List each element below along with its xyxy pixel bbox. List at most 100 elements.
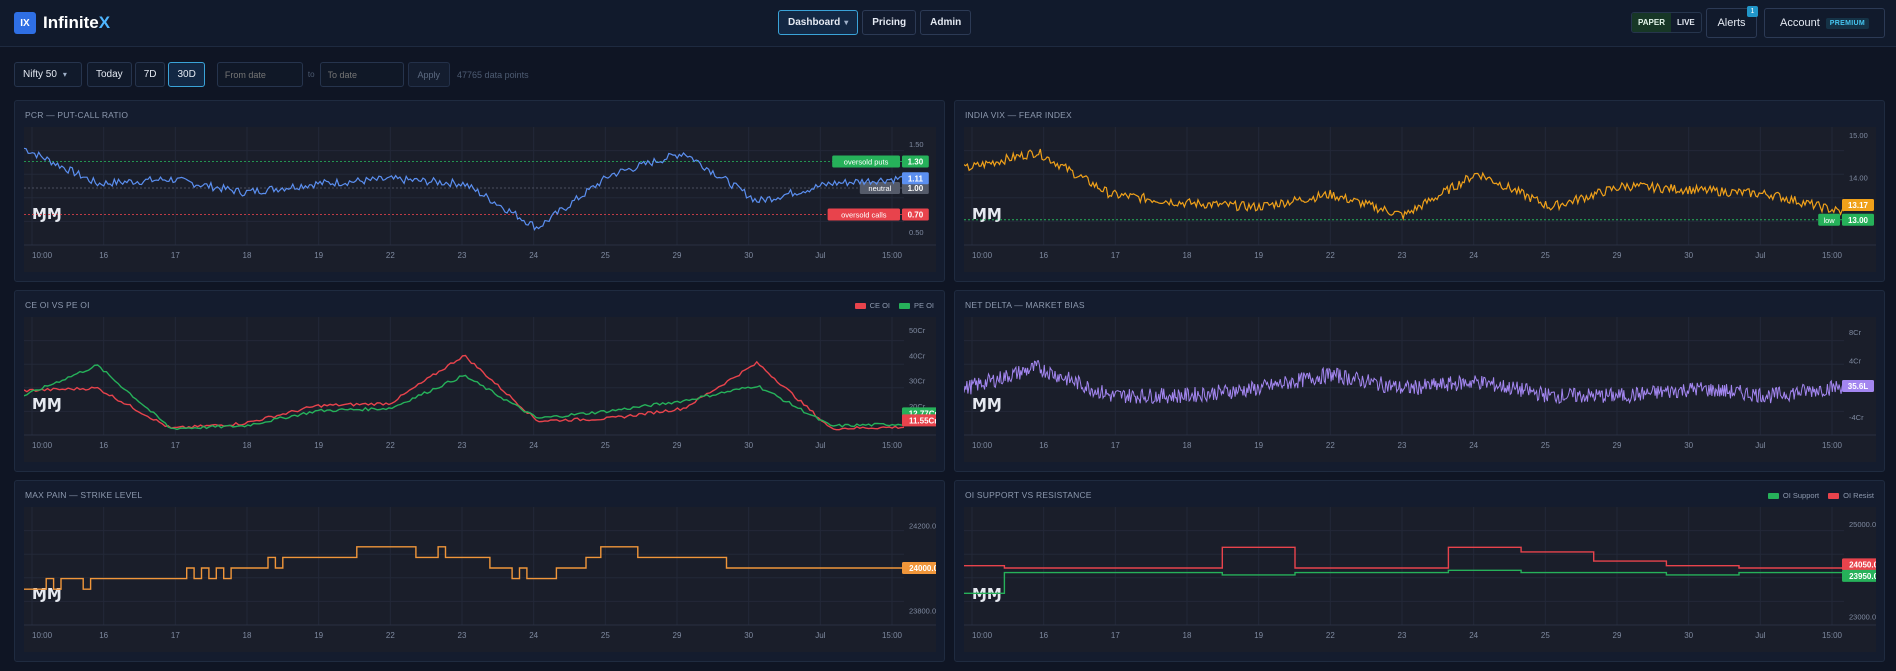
alerts-count-badge: 1 — [1747, 6, 1758, 17]
to-date-input[interactable] — [319, 62, 404, 87]
time-tick-label: 18 — [243, 631, 252, 640]
range-7d-button[interactable]: 7D — [134, 62, 166, 87]
max-pain-last-value-tag-bg — [902, 562, 936, 574]
swatch — [1828, 492, 1840, 499]
oi-resist-series-line — [964, 546, 1844, 569]
chart-legend: OI Support OI Resist — [1767, 491, 1874, 500]
time-tick-label: 15:00 — [882, 251, 903, 260]
date-range-separator: to — [307, 70, 315, 79]
y-tick-label: 20Cr — [909, 402, 926, 411]
pe-oi-series-line — [24, 364, 905, 431]
y-tick-label: 23000.00 — [1849, 612, 1876, 621]
threshold-value-tag: 1.30 — [908, 158, 924, 167]
time-tick-label: 24 — [529, 631, 538, 640]
net-delta-chart-svg: 10:00 16 17 18 19 22 23 24 25 29 30 Jul 15:00 ⱮⱮ 8Cr 4C… — [964, 317, 1876, 450]
time-tick-label: 10:00 — [972, 251, 993, 260]
time-tick-label: 19 — [314, 631, 323, 640]
filter-bar: Nifty 50 ▾ Today 7D 30D to Apply 47765 da… — [14, 62, 529, 87]
symbol-select[interactable]: Nifty 50 ▾ — [14, 62, 82, 87]
panel-title: NET DELTA — MARKET BIAS — [965, 300, 1085, 310]
time-tick-label: 19 — [314, 441, 323, 450]
time-tick-label: 10:00 — [32, 441, 53, 450]
pricing-button[interactable]: Pricing — [862, 10, 917, 35]
oi-support-last-value-tag: 23950.00 — [1849, 572, 1876, 581]
time-tick-label: 16 — [1039, 441, 1048, 450]
live-mode-button[interactable]: LIVE — [1676, 18, 1695, 27]
swatch — [898, 302, 910, 309]
time-tick-label: 18 — [1183, 631, 1192, 640]
tradingview-logo-icon: ⱮⱮ — [32, 585, 62, 603]
alerts-button[interactable]: Alerts 1 — [1706, 6, 1758, 38]
range-30d-button[interactable]: 30D — [168, 62, 205, 87]
net-delta-last-value-tag: 35.6L — [1848, 382, 1869, 391]
ce-pe-oi-chart[interactable]: 10:00 16 17 18 19 22 23 24 25 29 30 Jul 15:00 ⱮⱮ 50Cr 4… — [24, 317, 936, 462]
account-label: Account — [1780, 17, 1820, 29]
legend-label: CE OI — [869, 301, 890, 310]
time-tick-label: 24 — [1469, 251, 1478, 260]
y-tick-label: -4Cr — [1849, 413, 1864, 422]
panel-title: PCR — PUT-CALL RATIO — [25, 110, 129, 120]
time-tick-label: 22 — [1326, 631, 1335, 640]
panel-title: CE OI VS PE OI — [25, 300, 90, 310]
time-tick-label: Jul — [815, 631, 825, 640]
ce-last-value-tag-bg — [902, 414, 936, 427]
logo[interactable]: IX InfiniteX — [14, 11, 110, 35]
time-tick-label: 19 — [314, 251, 323, 260]
legend-item-resist[interactable]: OI Resist — [1828, 491, 1874, 500]
time-tick-label: 30 — [744, 631, 753, 640]
y-tick-label: 24200.00 — [909, 522, 936, 531]
dashboard-menu-button[interactable]: Dashboard ▾ — [778, 10, 859, 35]
time-tick-label: 10:00 — [972, 631, 993, 640]
net-delta-panel: NET DELTA — MARKET BIAS 10:00 16 17 18 19 22 2… — [954, 290, 1885, 472]
threshold-label: oversold calls — [841, 211, 887, 220]
time-tick-label: 16 — [99, 251, 108, 260]
legend-item-support[interactable]: OI Support — [1767, 491, 1819, 500]
time-tick-label: 10:00 — [32, 251, 53, 260]
time-tick-label: 19 — [1254, 441, 1263, 450]
ce-last-value-tag: 11.55Cr — [909, 416, 936, 425]
time-tick-label: 17 — [171, 631, 180, 640]
panel-title: OI SUPPORT VS RESISTANCE — [965, 490, 1092, 500]
legend-item-ce[interactable]: CE OI — [854, 301, 890, 310]
oi-support-resistance-chart[interactable]: 10:00 16 17 18 19 22 23 24 25 29 30 Jul 15:00 ⱮⱮ 25000… — [964, 507, 1876, 652]
account-button[interactable]: Account PREMIUM — [1764, 8, 1885, 38]
vix-chart[interactable]: 10:00 16 17 18 19 22 23 24 25 29 30 Jul 15:00 ⱮⱮ low 13… — [964, 127, 1876, 272]
time-tick-label: 19 — [1254, 251, 1263, 260]
net-delta-chart[interactable]: 10:00 16 17 18 19 22 23 24 25 29 30 Jul 15:00 ⱮⱮ 8Cr 4C… — [964, 317, 1876, 462]
time-tick-label: 23 — [1398, 441, 1407, 450]
apply-button[interactable]: Apply — [407, 62, 451, 87]
admin-button[interactable]: Admin — [920, 10, 972, 35]
chevron-down-icon: ▾ — [62, 70, 67, 79]
time-tick-label: 18 — [243, 441, 252, 450]
threshold-value-tag-bg — [902, 182, 929, 194]
time-tick-label: 17 — [1111, 251, 1120, 260]
paper-mode-button[interactable]: PAPER — [1632, 13, 1671, 32]
y-tick-label: 15.00 — [1849, 131, 1868, 140]
time-tick-label: 25 — [601, 631, 610, 640]
time-tick-label: 30 — [744, 251, 753, 260]
time-tick-label: 25 — [601, 441, 610, 450]
time-tick-label: 30 — [1684, 251, 1693, 260]
vix-chart-svg: 10:00 16 17 18 19 22 23 24 25 29 30 Jul 15:00 ⱮⱮ low 13… — [964, 127, 1876, 260]
time-tick-label: 25 — [601, 251, 610, 260]
time-tick-label: 23 — [1398, 631, 1407, 640]
from-date-input[interactable] — [216, 62, 303, 87]
threshold-label-bg — [859, 182, 900, 194]
pcr-last-value-tag-bg — [902, 172, 929, 185]
y-tick-label: 1.50 — [909, 140, 924, 149]
dashboard-label: Dashboard — [788, 17, 841, 28]
legend-item-pe[interactable]: PE OI — [898, 301, 934, 310]
time-tick-label: 29 — [673, 251, 682, 260]
swatch — [1767, 492, 1779, 499]
range-today-button[interactable]: Today — [87, 62, 132, 87]
time-tick-label: 15:00 — [1822, 251, 1843, 260]
time-tick-label: 10:00 — [32, 631, 53, 640]
max-pain-panel: MAX PAIN — STRIKE LEVEL 10:00 16 17 18 19 22 2… — [14, 480, 945, 662]
time-tick-label: 25 — [1541, 631, 1550, 640]
time-tick-label: Jul — [1755, 441, 1765, 450]
pcr-chart[interactable]: 10:00 16 17 18 19 22 23 24 25 29 30 Jul 15:00 ⱮⱮ overs… — [24, 127, 936, 272]
time-tick-label: 29 — [1613, 251, 1622, 260]
threshold-label-bg — [1818, 213, 1840, 226]
threshold-label: neutral — [868, 184, 891, 193]
max-pain-chart[interactable]: 10:00 16 17 18 19 22 23 24 25 29 30 Jul 15:00 ⱮⱮ 24200… — [24, 507, 936, 652]
